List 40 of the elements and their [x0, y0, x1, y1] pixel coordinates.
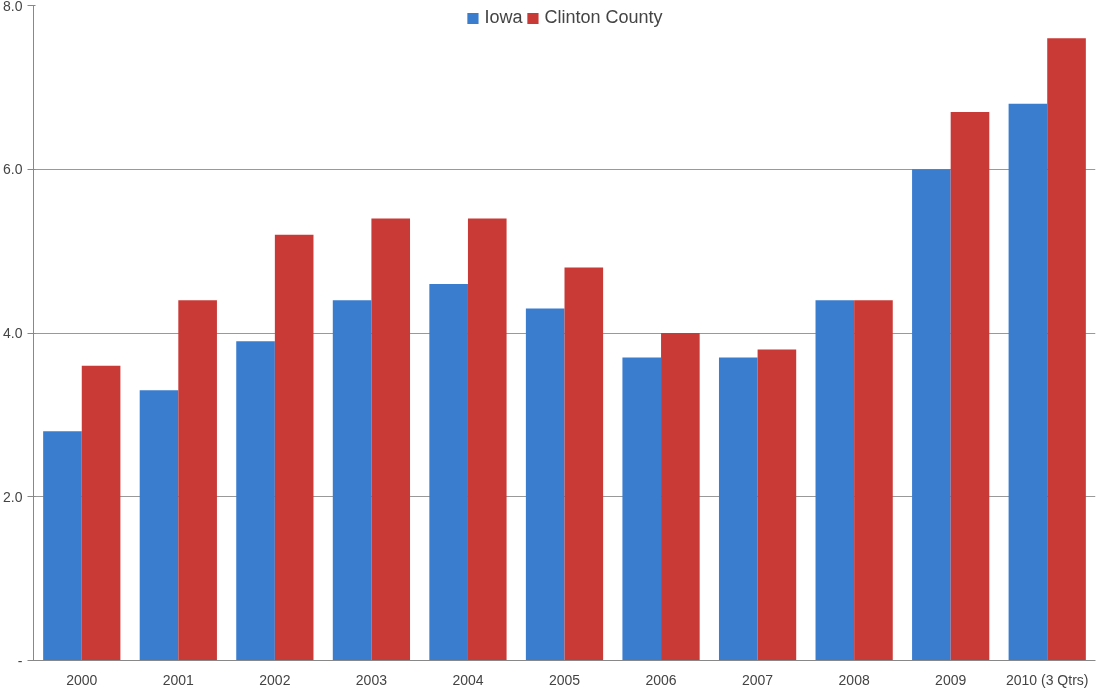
y-tick-label: 6.0	[3, 161, 23, 178]
bar	[371, 218, 411, 661]
bar	[332, 300, 372, 661]
bar	[661, 333, 700, 661]
bar	[622, 357, 662, 661]
y-tick-label: 2.0	[3, 488, 23, 505]
x-tick-label: 2006	[645, 671, 677, 688]
x-tick-label: 2008	[838, 671, 870, 688]
bar	[912, 169, 951, 661]
y-tick-label: -	[17, 652, 23, 669]
legend-label: Clinton County	[544, 7, 663, 28]
x-tick-label: 2009	[935, 671, 967, 688]
bar	[43, 431, 82, 661]
bar	[525, 308, 565, 661]
bar	[718, 357, 758, 661]
bar	[950, 111, 990, 661]
x-tick-label: 2001	[162, 671, 195, 688]
x-tick-label: 2003	[355, 671, 388, 688]
x-tick-label: 2000	[66, 671, 98, 688]
bar	[178, 300, 217, 661]
x-tick-label: 2002	[259, 671, 291, 688]
bar	[467, 218, 507, 661]
bar	[81, 365, 121, 661]
bar	[429, 283, 468, 661]
bar	[139, 390, 179, 661]
bar	[815, 300, 855, 661]
bar	[236, 341, 275, 661]
bar	[274, 234, 314, 661]
bar	[1008, 103, 1048, 661]
x-tick-label: 2010 (3 Qtrs)	[1005, 671, 1089, 688]
x-tick-label: 2005	[548, 671, 581, 688]
x-tick-label: 2004	[452, 671, 484, 688]
x-tick-label: 2007	[742, 671, 774, 688]
bar	[564, 267, 604, 661]
legend-label: Iowa	[484, 7, 523, 28]
bar	[854, 300, 893, 661]
bar	[1047, 38, 1086, 661]
y-tick-label: 8.0	[3, 0, 23, 14]
y-tick-label: 4.0	[3, 325, 23, 341]
bar	[757, 349, 797, 661]
